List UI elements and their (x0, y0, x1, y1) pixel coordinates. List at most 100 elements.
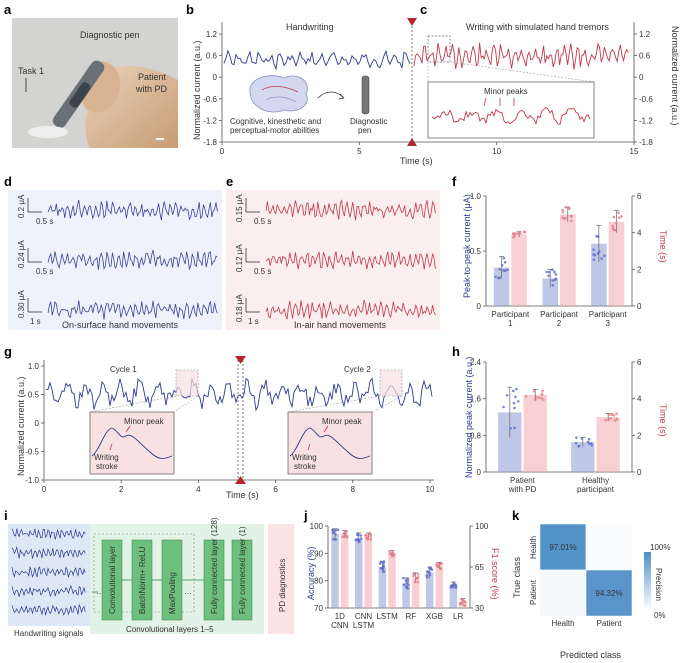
f-point (551, 268, 554, 271)
panel-b-title: Handwriting (286, 22, 334, 32)
j-point (463, 600, 467, 604)
row-label: Patient (529, 579, 538, 605)
y-tick-label: -1.8 (203, 138, 217, 147)
j-point (356, 533, 359, 537)
category-label: Healthy (582, 476, 609, 485)
j-point (345, 535, 349, 539)
category-label: RF (405, 612, 416, 621)
y-tick-label: -0.5 (25, 448, 39, 457)
x-tick-label: 10 (492, 147, 501, 156)
j-point (428, 571, 431, 574)
network-block-label: Convolutional layer (108, 546, 117, 614)
j-point (331, 531, 335, 535)
j-bar (378, 567, 387, 608)
y-tick-label: -0.6 (639, 95, 653, 104)
j-point (426, 576, 429, 579)
f-point (564, 216, 567, 220)
x-tick-label: 6 (273, 485, 278, 494)
brain-caption-1: Cognitive, kinesthetic and (230, 117, 321, 126)
j-point (406, 577, 410, 581)
panel-f-ylabel-left: Peak-to-peak current (μA) (462, 194, 472, 298)
d-scale-2: 0.24 μA (17, 240, 26, 268)
j-point (389, 552, 393, 555)
j-bar (364, 536, 373, 608)
panel-label-e: e (226, 174, 233, 189)
conv-group-caption: Convolutional layers 1–5 (126, 625, 214, 634)
panel-f: f 00.51.00246Participant1Participant2Par… (452, 174, 668, 328)
f-point (547, 270, 551, 274)
y-tick-label: 0 (477, 468, 482, 477)
j-point (454, 586, 458, 589)
j-point (344, 531, 348, 534)
j-bar (340, 534, 349, 608)
j-point (406, 579, 410, 583)
j-point (331, 528, 334, 532)
f-point (502, 256, 506, 260)
heatmap-cell (585, 569, 633, 617)
y-tick-label: 70 (314, 604, 323, 613)
f-point (561, 210, 565, 214)
panel-label-f: f (452, 174, 457, 189)
h-point (590, 443, 594, 447)
panel-a: a Diagnostic pen Task 1 Patient with PD (4, 2, 178, 148)
cycle-1-label: Cycle 1 (110, 365, 137, 374)
f-bar (560, 214, 576, 306)
j-point (369, 533, 372, 536)
j-point (364, 534, 367, 537)
panel-label-a: a (4, 2, 12, 17)
y-tick-label: 1.2 (639, 30, 651, 39)
j-point (381, 567, 385, 571)
inset-2-stroke: stroke (294, 462, 316, 471)
h-point (615, 412, 618, 415)
f-bar (608, 221, 625, 306)
y-tick-label-right: 2 (637, 265, 642, 274)
colorbar (644, 552, 651, 610)
network-block (231, 539, 253, 621)
h-point (609, 417, 612, 420)
x-tick-label: 2 (119, 485, 124, 494)
h-point (539, 396, 543, 400)
network-block-label: BatchNorm+ ReLU (138, 546, 147, 614)
panel-e: e 0.15 μA 0.12 μA 0.18 μA 0.5 s 0.5 s 1 … (226, 174, 440, 330)
h-point (607, 413, 610, 416)
j-point (332, 537, 335, 541)
network-block-label: Fully connected layer (128) (210, 517, 219, 614)
h-point (509, 426, 512, 430)
j-point (382, 562, 385, 565)
j-point (334, 538, 338, 541)
h-point (575, 436, 578, 439)
j-point (359, 534, 363, 537)
d-scale-3: 0.30 μA (17, 290, 26, 318)
panel-h-ylabel-left: Normalized peak current (a.u.) (464, 356, 474, 478)
col-label: Patient (597, 619, 623, 628)
f-point (561, 208, 565, 212)
y-tick-label: 0.6 (639, 52, 651, 61)
y-tick-label: -1.0 (25, 476, 39, 485)
j-point (412, 574, 415, 578)
j-bar (449, 584, 458, 608)
row-label: Health (529, 536, 538, 559)
h-point (586, 440, 590, 444)
j-point (439, 567, 443, 571)
j-point (407, 583, 410, 587)
h-bar (523, 395, 547, 472)
category-label: CNN (355, 612, 373, 621)
inset-1-minor-peak: Minor peak (124, 417, 165, 426)
f-point (592, 248, 595, 251)
j-point (365, 536, 369, 540)
col-label: Health (551, 619, 574, 628)
j-point (450, 584, 454, 587)
j-point (357, 538, 361, 542)
panel-d-caption: On-surface hand movements (62, 320, 179, 330)
f-point (514, 232, 517, 235)
panel-label-k: k (512, 508, 520, 523)
panel-c-ylabel: Normalized current (a.u.) (670, 26, 680, 126)
y-tick-label: 0.6 (206, 52, 218, 61)
j-point (430, 568, 434, 572)
h-bar (571, 442, 595, 472)
svg-text:···: ··· (96, 589, 104, 598)
h-point (613, 419, 617, 422)
x-tick-label: 5 (357, 147, 362, 156)
